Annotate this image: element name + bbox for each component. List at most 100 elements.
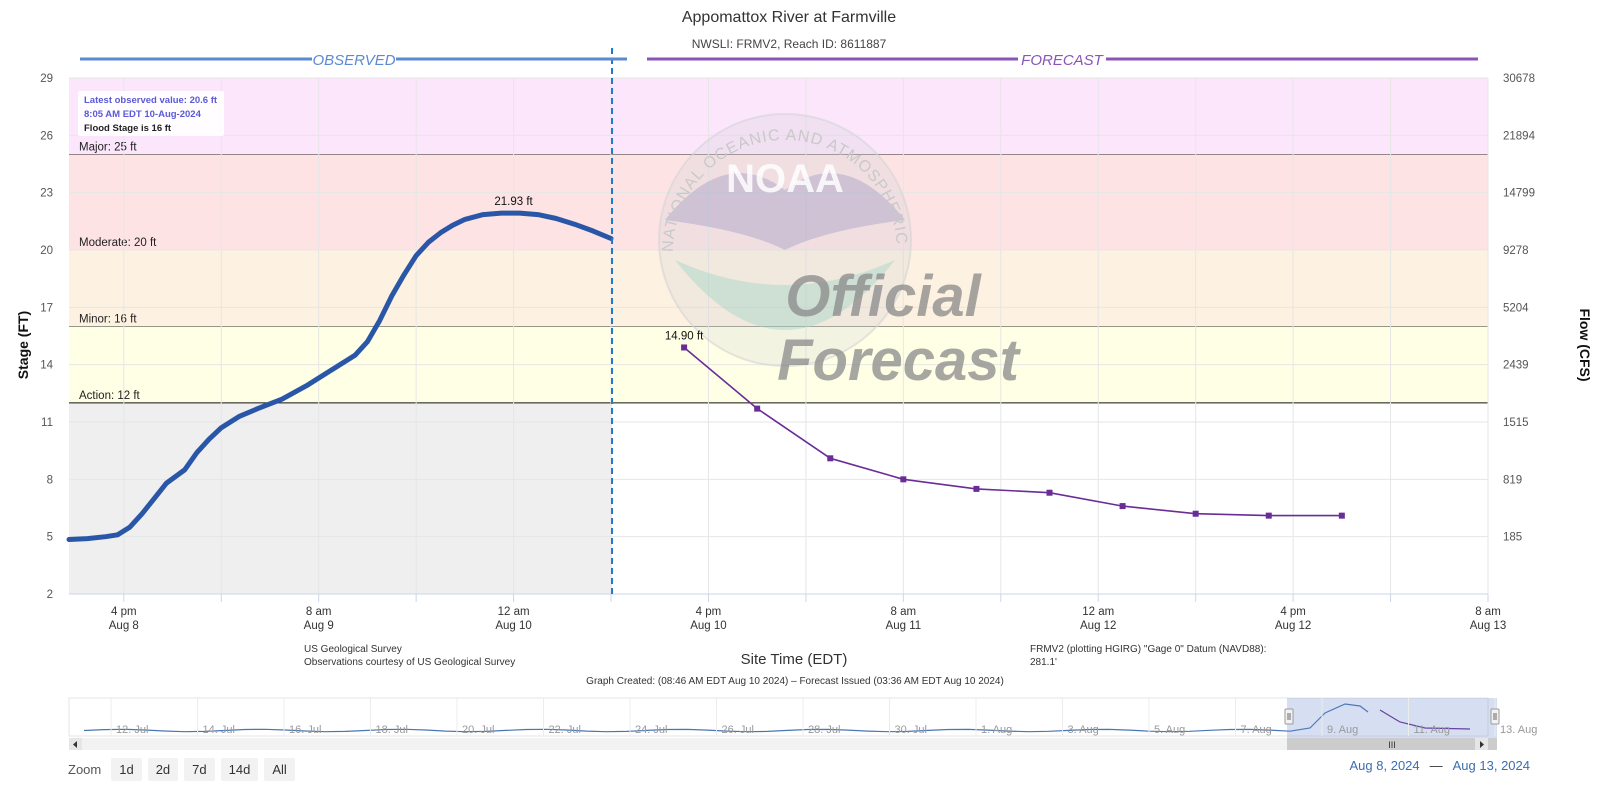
zoom-label: Zoom <box>68 762 102 777</box>
zoom-2d-button[interactable]: 2d <box>147 758 179 781</box>
observed-period-background <box>69 402 613 594</box>
navigator-date-label-14: 9. Aug <box>1327 724 1358 736</box>
forecast-point-2 <box>827 455 834 462</box>
official-stamp-line-2: Forecast <box>777 328 1021 393</box>
range-to-input[interactable]: Aug 13, 2024 <box>1452 758 1530 773</box>
flood-threshold-label-0: Major: 25 ft <box>79 141 137 153</box>
navigator-date-label-6: 24. Jul <box>635 724 667 736</box>
y2-tick-label-6: 14799 <box>1503 188 1535 200</box>
navigator-date-label-9: 30. Jul <box>895 724 927 736</box>
x-tick-time-4: 8 am <box>891 606 917 618</box>
navigator-date-label-16: 13. Aug <box>1500 724 1537 736</box>
x-tick-time-7: 8 am <box>1475 606 1501 618</box>
y-tick-label-3: 11 <box>41 417 53 429</box>
navigator-date-label-5: 22. Jul <box>549 724 581 736</box>
series-line-observed <box>66 210 614 542</box>
x-tick-date-1: Aug 9 <box>304 620 334 632</box>
navigator-forecast-line <box>1379 709 1471 730</box>
x-tick-date-3: Aug 10 <box>690 620 726 632</box>
y-tick-label-8: 26 <box>40 130 53 142</box>
x-tick-time-1: 8 am <box>306 606 332 618</box>
flood-band-2 <box>69 250 1488 327</box>
y-tick-label-6: 20 <box>40 245 53 257</box>
navigator-scrollbar-track <box>69 738 1488 750</box>
noaa-seal-disc <box>659 114 911 366</box>
zoom-1d-button[interactable]: 1d <box>111 758 142 781</box>
hydrograph-chart: Appomattox River at Farmville NWSLI: FRM… <box>0 0 1593 750</box>
info-latest-value: Latest observed value: 20.6 ft <box>84 95 218 106</box>
x-tick-time-5: 12 am <box>1082 606 1114 618</box>
x-tick-time-6: 4 pm <box>1280 606 1306 618</box>
navigator-date-label-1: 14. Jul <box>203 724 235 736</box>
navigator-scrollbar-thumb[interactable] <box>1287 738 1497 750</box>
x-tick-date-5: Aug 12 <box>1080 620 1116 632</box>
zoom-all-button[interactable]: All <box>264 758 295 781</box>
flood-band-0 <box>69 78 1488 155</box>
navigator-date-label-13: 7. Aug <box>1241 724 1272 736</box>
y2-tick-label-5: 9278 <box>1503 245 1529 257</box>
x-tick-time-2: 12 am <box>498 606 530 618</box>
graph-created-note: Graph Created: (08:46 AM EDT Aug 10 2024… <box>586 676 1004 687</box>
zoom-controls: Zoom 1d 2d 7d 14d All <box>68 758 295 781</box>
forecast-point-6 <box>1119 503 1126 510</box>
y2-tick-label-3: 2439 <box>1503 360 1529 372</box>
range-from-input[interactable]: Aug 8, 2024 <box>1349 758 1420 773</box>
source-line-2: Observations courtesy of US Geological S… <box>304 657 515 668</box>
noaa-logo-text: NOAA <box>726 157 844 201</box>
info-flood-stage: Flood Stage is 16 ft <box>84 123 172 134</box>
navigator-left-handle[interactable] <box>1284 708 1294 725</box>
forecast-point-9 <box>1338 512 1345 519</box>
noaa-wave-shape <box>675 260 895 330</box>
y-axis-title: Stage (FT) <box>15 311 31 379</box>
scrollbar-grip-icon: III <box>1388 740 1396 750</box>
navigator-date-label-8: 28. Jul <box>808 724 840 736</box>
x-tick-time-3: 4 pm <box>696 606 722 618</box>
observed-section-label: OBSERVED <box>312 52 395 69</box>
chart-subtitle: NWSLI: FRMV2, Reach ID: 8611887 <box>692 37 887 51</box>
navigator-date-label-12: 5. Aug <box>1154 724 1185 736</box>
navigator-date-label-4: 20. Jul <box>462 724 494 736</box>
forecast-point-7 <box>1192 510 1199 517</box>
x-tick-date-7: Aug 13 <box>1470 620 1506 632</box>
y-tick-label-9: 29 <box>40 73 53 85</box>
x-tick-date-2: Aug 10 <box>495 620 531 632</box>
range-separator: — <box>1429 758 1443 773</box>
navigator-observed-line <box>83 703 1369 733</box>
zoom-14d-button[interactable]: 14d <box>220 758 259 781</box>
series-line-forecast <box>683 346 1343 517</box>
y-tick-label-4: 14 <box>40 360 53 372</box>
zoom-7d-button[interactable]: 7d <box>184 758 215 781</box>
observed-peak-label: 21.93 ft <box>494 196 533 208</box>
navigator-right-handle[interactable] <box>1490 708 1500 725</box>
scroll-left-icon <box>73 741 77 748</box>
y-tick-label-1: 5 <box>47 532 53 544</box>
forecast-point-8 <box>1265 512 1272 519</box>
datum-line-2: 281.1' <box>1030 657 1057 668</box>
forecast-point-3 <box>900 476 907 483</box>
navigator-date-label-0: 12. Jul <box>116 724 148 736</box>
forecast-peak-label: 14.90 ft <box>665 330 704 342</box>
x-tick-date-6: Aug 12 <box>1275 620 1311 632</box>
y2-axis-title: Flow (CFS) <box>1577 308 1593 381</box>
y2-tick-label-0: 185 <box>1503 532 1522 544</box>
y2-tick-label-4: 5204 <box>1503 302 1529 314</box>
forecast-section-label: FORECAST <box>1021 52 1105 69</box>
x-axis-title: Site Time (EDT) <box>741 651 848 668</box>
y-tick-label-0: 2 <box>47 589 53 601</box>
y-tick-label-2: 8 <box>47 474 53 486</box>
flood-threshold-label-2: Minor: 16 ft <box>79 313 137 325</box>
forecast-point-4 <box>973 485 980 492</box>
noaa-seal-ring <box>658 113 912 367</box>
navigator-date-label-11: 3. Aug <box>1068 724 1099 736</box>
navigator-date-label-10: 1. Aug <box>981 724 1012 736</box>
navigator-date-label-7: 26. Jul <box>722 724 754 736</box>
noaa-seagull-icon <box>665 173 905 250</box>
source-line-1: US Geological Survey <box>304 644 402 655</box>
navigator-date-label-2: 16. Jul <box>289 724 321 736</box>
x-tick-date-0: Aug 8 <box>109 620 139 632</box>
navigator-date-label-15: 11. Aug <box>1414 724 1451 736</box>
y-tick-label-7: 23 <box>40 188 53 200</box>
flood-threshold-label-3: Action: 12 ft <box>79 390 141 402</box>
forecast-point-0 <box>681 344 688 351</box>
y2-tick-label-2: 1515 <box>1503 417 1529 429</box>
